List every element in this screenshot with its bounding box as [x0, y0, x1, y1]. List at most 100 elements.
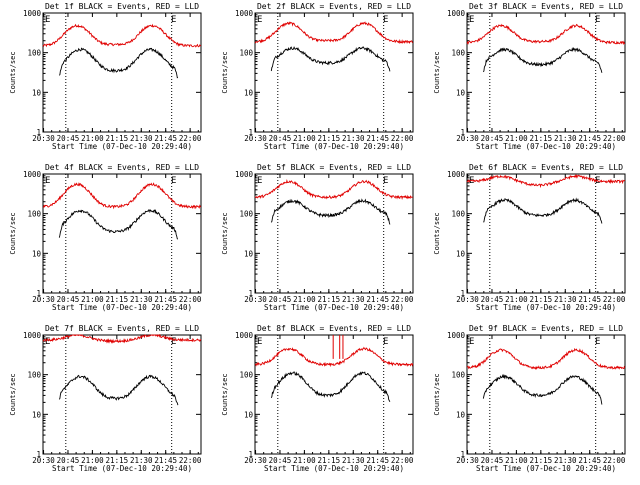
x-tick-label: 20:45	[57, 134, 80, 143]
y-tick-label: 100	[27, 371, 41, 380]
x-tick-label: 20:45	[269, 456, 292, 465]
x-tick-label: 21:15	[530, 456, 553, 465]
plot-frame	[254, 12, 414, 133]
panel-title: Det 4f BLACK = Events, RED = LLD	[45, 163, 199, 172]
x-tick-label: 20:30	[32, 134, 55, 143]
y-tick-label: 10	[244, 249, 254, 258]
lld-series-line	[466, 347, 626, 370]
panel-det-4: Det 4f BLACK = Events, RED = LLD 20:30 20:…	[9, 163, 202, 312]
lld-series-line	[42, 333, 202, 344]
x-tick-label: 21:00	[505, 456, 528, 465]
x-axis-title: Start Time (07-Dec-10 20:29:40)	[476, 303, 616, 312]
panel-det-5: Det 5f BLACK = Events, RED = LLD 20:30 20:…	[221, 163, 414, 312]
y-tick-label: 10	[244, 88, 254, 97]
x-tick-label: 20:45	[57, 456, 80, 465]
y-tick-label: 1	[460, 128, 465, 137]
events-series-line	[270, 198, 391, 225]
x-tick-label: 21:45	[154, 134, 177, 143]
corner-mark: E	[383, 15, 388, 25]
y-tick-label: 1000	[235, 170, 254, 179]
x-tick-label: 20:45	[481, 134, 504, 143]
y-tick-label: 10	[456, 249, 466, 258]
events-series-line	[58, 209, 179, 240]
x-tick-label: 21:15	[106, 456, 129, 465]
x-tick-label: 21:15	[318, 295, 341, 304]
x-tick-label: 20:30	[32, 295, 55, 304]
lld-series-line	[466, 23, 626, 46]
x-axis-title: Start Time (07-Dec-10 20:29:40)	[52, 464, 192, 473]
y-tick-label: 10	[244, 410, 254, 419]
lld-series-line	[254, 21, 414, 45]
x-tick-label: 22:00	[179, 134, 202, 143]
x-tick-label: 21:00	[293, 134, 316, 143]
x-tick-label: 21:15	[106, 134, 129, 143]
y-tick-label: 1	[460, 450, 465, 459]
panel-title: Det 3f BLACK = Events, RED = LLD	[469, 2, 623, 11]
y-axis-title: Counts/sec	[433, 51, 441, 93]
x-tick-label: 20:45	[57, 295, 80, 304]
y-tick-label: 10	[456, 410, 466, 419]
x-tick-label: 21:45	[578, 295, 601, 304]
y-tick-label: 10	[32, 88, 42, 97]
y-tick-label: 1	[248, 289, 253, 298]
events-series-line	[58, 47, 179, 79]
corner-mark: E	[45, 337, 50, 347]
x-tick-label: 20:30	[244, 295, 267, 304]
x-tick-label: 21:45	[154, 456, 177, 465]
x-tick-label: 21:00	[293, 456, 316, 465]
y-tick-label: 1	[248, 450, 253, 459]
y-tick-label: 100	[239, 371, 253, 380]
y-tick-label: 1	[36, 450, 41, 459]
x-tick-label: 20:30	[456, 295, 479, 304]
x-tick-label: 21:30	[554, 134, 577, 143]
plot-frame	[466, 334, 626, 455]
x-tick-label: 22:00	[603, 456, 626, 465]
plot-frame	[254, 334, 414, 455]
x-tick-label: 21:00	[81, 456, 104, 465]
y-tick-label: 100	[451, 49, 465, 58]
x-tick-label: 20:45	[269, 134, 292, 143]
y-axis-title: Counts/sec	[221, 373, 229, 415]
corner-mark: E	[171, 15, 176, 25]
y-tick-label: 1000	[447, 331, 466, 340]
x-tick-label: 21:45	[366, 456, 389, 465]
corner-mark: E	[171, 176, 176, 186]
y-tick-label: 1000	[23, 9, 42, 18]
x-tick-label: 21:30	[130, 295, 153, 304]
x-axis-title: Start Time (07-Dec-10 20:29:40)	[264, 142, 404, 151]
y-tick-label: 1	[460, 289, 465, 298]
panel-det-7: Det 7f BLACK = Events, RED = LLD 20:30 20:…	[9, 324, 202, 473]
plot-frame	[466, 173, 626, 294]
x-tick-label: 21:30	[554, 295, 577, 304]
y-tick-label: 1000	[235, 9, 254, 18]
events-series-line	[483, 197, 603, 224]
y-tick-label: 100	[239, 210, 253, 219]
corner-mark: E	[257, 337, 262, 347]
x-tick-label: 22:00	[179, 295, 202, 304]
plot-frame	[42, 334, 202, 455]
events-series-line	[482, 46, 603, 73]
x-tick-label: 21:15	[530, 134, 553, 143]
y-axis-title: Counts/sec	[9, 51, 17, 93]
x-tick-label: 21:15	[318, 134, 341, 143]
x-tick-label: 20:45	[481, 295, 504, 304]
lld-series-line	[466, 174, 626, 189]
x-tick-label: 20:30	[244, 456, 267, 465]
x-tick-label: 21:30	[342, 295, 365, 304]
x-tick-label: 21:15	[106, 295, 129, 304]
events-series-line	[482, 373, 603, 405]
x-tick-label: 20:45	[481, 456, 504, 465]
panel-det-6: Det 6f BLACK = Events, RED = LLD 20:30 20:…	[433, 163, 626, 312]
y-axis-title: Counts/sec	[221, 51, 229, 93]
panel-title: Det 1f BLACK = Events, RED = LLD	[45, 2, 199, 11]
x-tick-label: 22:00	[603, 134, 626, 143]
y-axis-title: Counts/sec	[9, 212, 17, 254]
panel-title: Det 8f BLACK = Events, RED = LLD	[257, 324, 411, 333]
events-series-line	[270, 371, 391, 403]
x-tick-label: 21:30	[554, 456, 577, 465]
x-tick-label: 21:45	[366, 295, 389, 304]
panel-title: Det 2f BLACK = Events, RED = LLD	[257, 2, 411, 11]
x-tick-label: 21:15	[318, 456, 341, 465]
